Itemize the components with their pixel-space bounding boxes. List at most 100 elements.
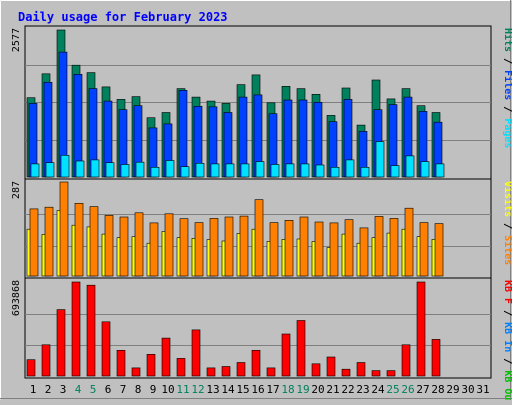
sites-bar [179, 218, 189, 277]
x-axis-day-label: 14 [221, 383, 235, 396]
pages-bar [105, 162, 115, 178]
x-axis-day-label: 15 [236, 383, 249, 396]
pages-bar [420, 161, 430, 178]
sites-bar [359, 227, 369, 277]
kbf-bar [311, 363, 321, 377]
kbf-bar [356, 362, 366, 377]
panel-visits-bars [25, 181, 491, 277]
sites-bar [419, 222, 429, 277]
legend-part: KB Out [502, 370, 512, 400]
x-axis-day-label: 31 [476, 383, 489, 396]
legend-part: / [502, 52, 512, 70]
pages-bar [180, 166, 190, 178]
legend-part: Sites [502, 235, 512, 265]
pages-bar [255, 161, 265, 178]
x-axis-day-label: 17 [266, 383, 279, 396]
sites-bar [59, 181, 69, 277]
sites-bar [29, 208, 39, 277]
sites-bar [239, 215, 249, 277]
sites-bar [119, 216, 129, 277]
panel-hits-files-pages: 2577 Hits / Files / Pages [11, 25, 512, 180]
x-axis-day-label: 8 [135, 383, 142, 396]
sites-bar [374, 216, 384, 277]
panel-visits-legend: Visits / Sites [502, 181, 512, 265]
x-axis-day-label: 20 [311, 383, 324, 396]
x-axis-day-label: 3 [60, 383, 67, 396]
legend-part: / [502, 100, 512, 118]
kbf-bar [41, 344, 51, 377]
x-axis-day-labels: 1 2 3 4 5 6 7 8 9 10 11 12 13 14 15 16 17 18 19 20 21 22 23 24 2… [30, 383, 490, 396]
x-axis-day-label: 24 [371, 383, 385, 396]
x-axis-day-label: 16 [251, 383, 264, 396]
kbf-bar [116, 349, 126, 377]
kbf-bar [236, 362, 246, 377]
pages-bar [150, 167, 160, 178]
sites-bar [224, 216, 234, 277]
x-axis-day-label: 5 [90, 383, 97, 396]
kbf-bar [221, 366, 231, 377]
pages-bar [225, 163, 235, 178]
kbf-bar [386, 370, 396, 377]
panel-hits-bars [25, 29, 491, 178]
sites-bar [344, 219, 354, 277]
legend-part: KB F [502, 280, 512, 304]
pages-bar [375, 141, 385, 178]
x-axis-day-label: 28 [431, 383, 444, 396]
sites-bar [254, 199, 264, 277]
pages-bar [120, 164, 130, 178]
pages-bar [270, 164, 280, 178]
sites-bar [164, 213, 174, 277]
kbf-bar [266, 367, 276, 377]
pages-bar [405, 155, 415, 178]
pages-bar [75, 160, 85, 178]
legend-part: / [502, 217, 512, 235]
kbf-bar [341, 368, 351, 377]
kbf-bar [26, 359, 36, 377]
pages-bar [390, 165, 400, 178]
x-axis-day-label: 18 [281, 383, 294, 396]
x-axis-day-label: 11 [176, 383, 189, 396]
pages-bar [30, 163, 40, 178]
pages-bar [240, 163, 250, 178]
pages-bar [60, 155, 70, 178]
x-axis-day-label: 2 [45, 383, 52, 396]
x-axis-day-label: 29 [446, 383, 459, 396]
sites-bar [89, 206, 99, 277]
kbf-bar [86, 284, 96, 377]
panel-kbytes: 693868 KB F / KB In / KB Out [11, 277, 512, 405]
pages-bar [435, 163, 445, 178]
pages-bar [90, 159, 100, 178]
pages-bar [345, 159, 355, 178]
x-axis-day-label: 12 [191, 383, 204, 396]
panel-hits-ymax-label: 2577 [11, 28, 22, 52]
sites-bar [44, 206, 54, 277]
sites-bar [404, 207, 414, 277]
panel-visits-sites: 287 Visits / Sites [11, 178, 512, 279]
kbf-bar [296, 320, 306, 377]
kbf-bar [56, 309, 66, 377]
kbf-bar [176, 358, 186, 377]
kbf-bar [101, 321, 111, 377]
pages-bar [330, 167, 340, 178]
x-axis-day-label: 6 [105, 383, 112, 396]
sites-bar [314, 221, 324, 277]
kbf-bar [431, 339, 441, 377]
x-axis-day-label: 25 [386, 383, 399, 396]
sites-bar [434, 223, 444, 277]
panel-hits-legend: Hits / Files / Pages [502, 28, 512, 148]
kbf-bar [161, 337, 171, 377]
sites-bar [284, 220, 294, 277]
sites-bar [194, 222, 204, 277]
sites-bar [269, 222, 279, 277]
kbf-bar [371, 370, 381, 377]
x-axis-day-label: 9 [150, 383, 157, 396]
panel-kb-bars [25, 281, 491, 377]
kbf-bar [146, 353, 156, 377]
kbf-bar [191, 329, 201, 377]
chart-title: Daily usage for February 2023 [18, 10, 228, 24]
legend-part: KB In [502, 322, 512, 352]
kbf-bar [401, 344, 411, 377]
x-axis-day-label: 26 [401, 383, 414, 396]
